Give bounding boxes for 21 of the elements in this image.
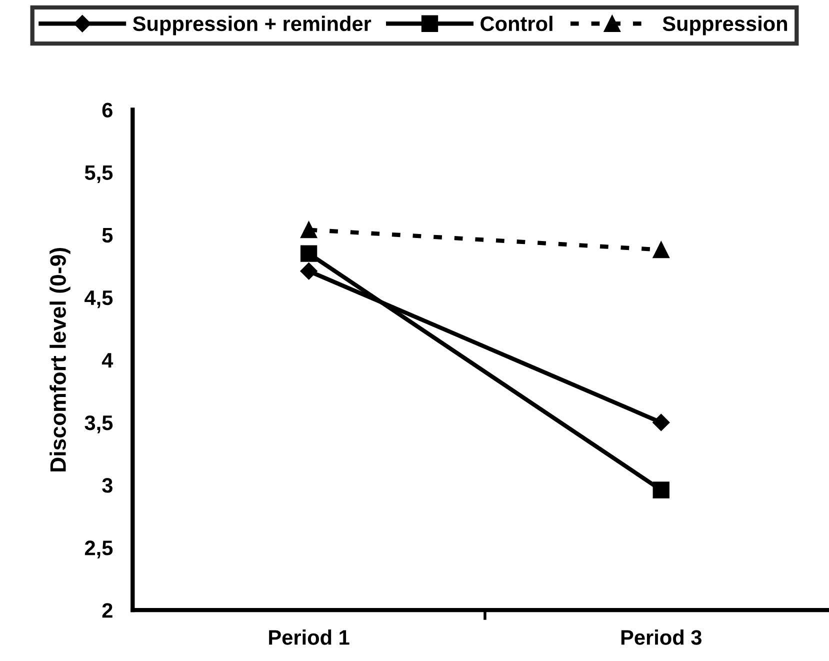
y-axis-title: Discomfort level (0-9) <box>50 248 70 472</box>
point <box>652 414 670 432</box>
point <box>652 242 670 258</box>
y-tick-label: 4 <box>102 353 114 368</box>
y-tick-label: 5,5 <box>84 165 113 184</box>
legend-label: Suppression + reminder <box>132 16 372 36</box>
y-tick-label: 6 <box>102 102 112 118</box>
point <box>300 262 318 280</box>
y-tick-label: 3 <box>102 478 112 493</box>
y-tick-label: 2,5 <box>84 540 113 558</box>
y-tick-label: 5 <box>102 228 113 243</box>
x-tick-label: Period 1 <box>269 630 350 645</box>
y-tick-label: 4,5 <box>84 290 113 308</box>
y-tick-label: 2 <box>102 603 112 618</box>
point <box>300 245 318 262</box>
y-tick-label: 3,5 <box>84 415 113 434</box>
x-tick-label: Period 3 <box>621 630 702 645</box>
legend-label: Suppression <box>662 16 788 36</box>
legend-label: Control <box>480 16 552 32</box>
point <box>300 221 318 238</box>
point <box>652 482 670 498</box>
